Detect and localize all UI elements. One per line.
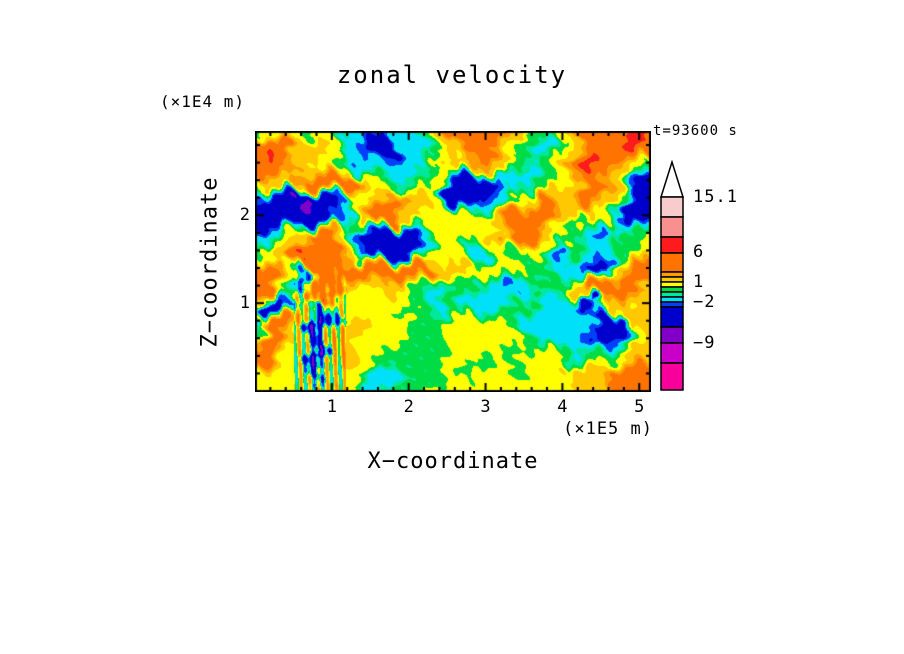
- x-tick-label: 2: [403, 397, 414, 417]
- colorbar-segment: [660, 196, 684, 218]
- y-tick-label: 2: [239, 205, 250, 226]
- x-tick-label: 4: [557, 397, 568, 417]
- y-axis-units-label: (×1E4 m): [160, 92, 246, 111]
- colorbar-arrow: [659, 159, 685, 198]
- colorbar-tick-label: 15.1: [693, 187, 738, 207]
- colorbar: [659, 159, 685, 391]
- x-tick-label: 1: [326, 397, 337, 417]
- y-axis-title: Z−coordinate: [197, 176, 223, 348]
- x-axis-title: X−coordinate: [367, 449, 539, 474]
- x-tick-label: 3: [480, 397, 491, 417]
- x-tick-label: 5: [634, 397, 645, 417]
- colorbar-segment: [660, 236, 684, 254]
- colorbar-tick-label: −9: [693, 333, 716, 353]
- colorbar-segment: [660, 342, 684, 364]
- colorbar-segment: [660, 362, 684, 391]
- x-axis-units-label: (×1E5 m): [563, 419, 653, 439]
- colorbar-segment: [660, 252, 684, 273]
- colorbar-tick-label: 1: [693, 272, 705, 292]
- colorbar-segment: [660, 326, 684, 344]
- timestamp-label: t=93600 s: [653, 123, 738, 139]
- colorbar-segment: [660, 216, 684, 238]
- colorbar-tick-label: 6: [693, 242, 705, 262]
- chart-title: zonal velocity: [336, 61, 568, 89]
- heatmap-plot: [255, 131, 651, 392]
- colorbar-segment: [660, 306, 684, 328]
- y-tick-label: 1: [239, 293, 250, 314]
- colorbar-tick-label: −2: [693, 292, 716, 312]
